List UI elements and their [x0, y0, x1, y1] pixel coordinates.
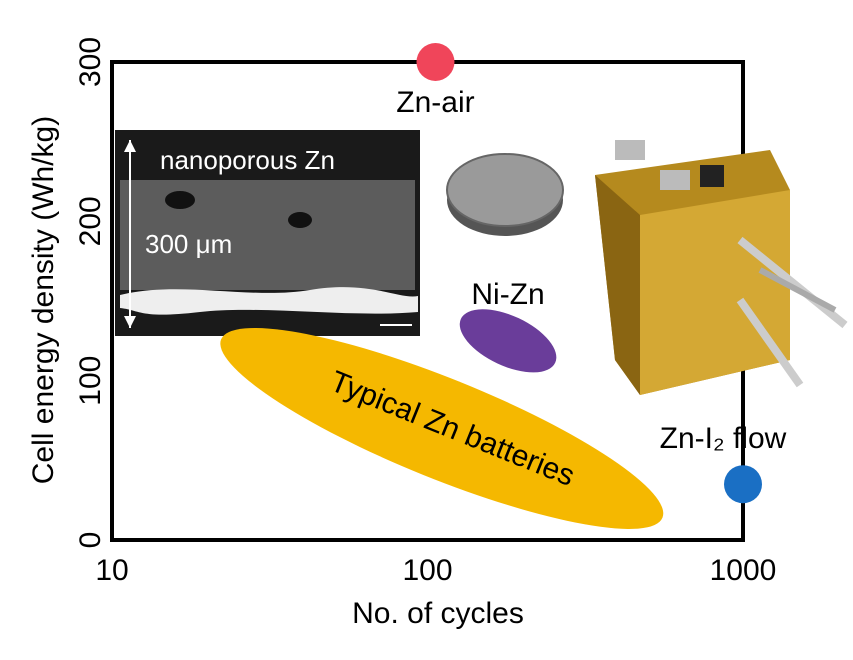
point-label: Zn-I₂ flow — [660, 422, 787, 455]
point — [724, 465, 762, 504]
region-label: Ni-Zn — [471, 278, 544, 311]
annotation: 300 μm — [145, 229, 232, 259]
point — [416, 43, 455, 81]
x-tick-label: 100 — [402, 554, 452, 587]
flow-cell-image — [595, 140, 848, 395]
x-tick-label: 1000 — [710, 554, 777, 587]
annotation: nanoporous Zn — [160, 145, 335, 175]
region — [459, 309, 557, 373]
y-tick-label: 300 — [74, 37, 107, 87]
point-label: Zn-air — [396, 86, 474, 119]
x-tick-label: 10 — [95, 554, 128, 587]
sem-image: nanoporous Zn 300 μm — [115, 130, 420, 336]
y-tick-label: 200 — [74, 196, 107, 246]
coin-cell-image — [446, 153, 564, 236]
region — [220, 327, 664, 529]
y-tick-label: 0 — [74, 532, 107, 549]
y-axis-label: Cell energy density (Wh/kg) — [27, 116, 60, 484]
y-tick-label: 100 — [74, 356, 107, 406]
x-axis-label: No. of cycles — [352, 597, 524, 630]
